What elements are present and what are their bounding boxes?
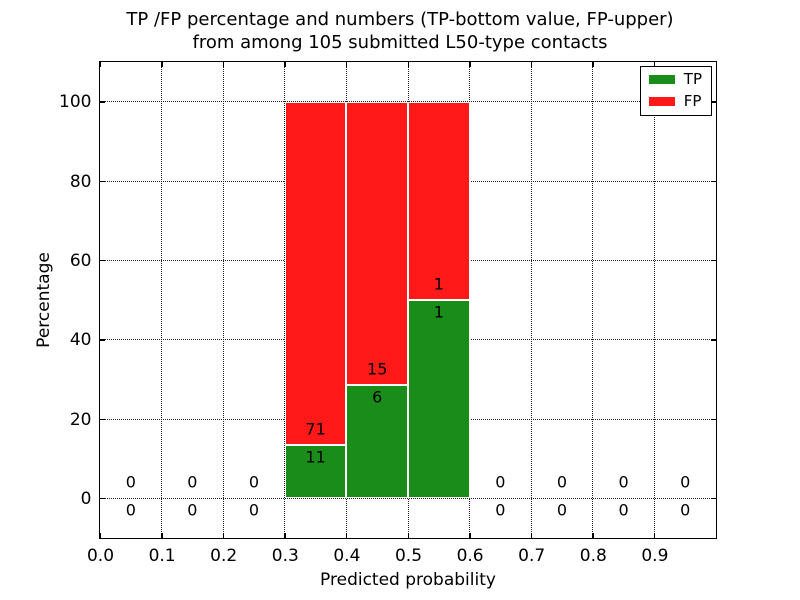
x-tick-bottom: [407, 533, 409, 538]
tp-count-label: 6: [372, 387, 383, 407]
legend-entry-tp: TP: [648, 70, 702, 88]
x-gridline: [592, 62, 594, 538]
x-gridline: [653, 62, 655, 538]
x-tick-label: 0.2: [210, 545, 238, 566]
tp-bar-segment: [408, 300, 470, 499]
fp-count-label: 0: [125, 472, 136, 492]
y-tick-right: [711, 101, 716, 103]
y-tick-left: [100, 101, 105, 103]
tp-count-label: 0: [618, 500, 629, 520]
fp-count-label: 71: [305, 419, 326, 439]
fp-count-label: 0: [618, 472, 629, 492]
y-tick-right: [711, 418, 716, 420]
tp-count-label: 0: [556, 500, 568, 520]
y-tick-left: [100, 259, 105, 262]
x-axis-label: Predicted probability: [320, 570, 496, 590]
chart-title: TP /FP percentage and numbers (TP-bottom…: [0, 8, 800, 54]
y-tick-right: [711, 497, 716, 500]
x-tick-top: [345, 62, 348, 67]
fp-legend-label: FP: [683, 92, 702, 110]
y-tick-right: [711, 180, 716, 182]
x-tick-bottom: [469, 533, 471, 538]
y-tick-label: 100: [59, 92, 92, 113]
x-tick-top: [653, 62, 656, 67]
fp-count-label: 1: [433, 274, 444, 294]
x-tick-bottom: [653, 533, 656, 538]
x-tick-label: 0.5: [394, 545, 423, 566]
legend-entry-fp: FP: [648, 92, 702, 110]
y-tick-left: [100, 497, 105, 500]
y-tick-right: [711, 259, 716, 262]
x-tick-bottom: [222, 533, 225, 538]
fp-bar-segment: [346, 101, 408, 385]
x-tick-label: 0.1: [148, 545, 176, 566]
tp-legend-swatch: [648, 75, 675, 84]
tp-count-label: 0: [680, 500, 691, 520]
x-tick-top: [592, 62, 594, 67]
y-tick-left: [100, 180, 105, 182]
tp-bar-segment: [346, 385, 408, 499]
x-tick-bottom: [161, 533, 163, 538]
fp-legend-swatch: [648, 97, 675, 106]
fp-count-label: 15: [367, 359, 388, 379]
x-tick-label: 0.7: [518, 545, 546, 566]
x-tick-top: [284, 62, 286, 67]
x-tick-bottom: [99, 533, 101, 538]
y-tick-left: [100, 418, 105, 420]
x-gridline: [222, 62, 224, 538]
fp-bar-segment: [408, 101, 470, 300]
x-tick-label: 0.4: [333, 545, 361, 566]
y-tick-left: [100, 339, 105, 341]
x-tick-top: [469, 62, 471, 67]
chart-title-line1: TP /FP percentage and numbers (TP-bottom…: [126, 9, 674, 30]
tp-count-label: 1: [433, 302, 444, 322]
x-gridline: [469, 62, 471, 538]
x-tick-top: [407, 62, 409, 67]
tp-count-label: 0: [495, 500, 506, 520]
chart-title-line2: from among 105 submitted L50-type contac…: [192, 32, 608, 53]
x-tick-label: 0.6: [456, 545, 484, 566]
fp-count-label: 0: [495, 472, 506, 492]
y-tick-right: [711, 339, 716, 341]
x-tick-bottom: [345, 533, 348, 538]
fp-count-label: 0: [556, 472, 568, 492]
fp-bar-segment: [284, 101, 347, 446]
x-tick-bottom: [284, 533, 286, 538]
x-tick-top: [530, 62, 533, 67]
fp-count-label: 0: [187, 472, 198, 492]
x-gridline: [161, 62, 163, 538]
x-tick-label: 0.9: [641, 545, 669, 566]
fp-count-label: 0: [680, 472, 691, 492]
x-tick-top: [222, 62, 225, 67]
fp-count-label: 0: [248, 472, 260, 492]
tp-count-label: 0: [187, 500, 198, 520]
x-tick-label: 0.3: [271, 545, 299, 566]
x-tick-label: 0.8: [579, 545, 607, 566]
x-tick-label: 0.0: [86, 545, 115, 566]
tp-count-label: 11: [305, 447, 326, 467]
y-tick-label: 20: [69, 409, 92, 430]
tp-count-label: 0: [125, 500, 136, 520]
x-tick-top: [99, 62, 101, 67]
y-tick-label: 0: [80, 488, 92, 509]
x-gridline: [530, 62, 532, 538]
x-tick-bottom: [530, 533, 533, 538]
y-tick-label: 80: [69, 171, 92, 192]
legend: TP FP: [639, 66, 712, 116]
y-tick-label: 60: [69, 250, 92, 271]
tp-count-label: 0: [248, 500, 260, 520]
plot-area: TP FP 0 0 0 0 0 0 71 11 15 6 1 1 0 0 0 0 0 0 0 0: [99, 61, 717, 539]
tp-legend-label: TP: [683, 70, 702, 88]
x-tick-bottom: [592, 533, 594, 538]
tp-bar-segment: [284, 445, 347, 499]
x-tick-top: [161, 62, 163, 67]
y-tick-label: 40: [69, 330, 92, 351]
